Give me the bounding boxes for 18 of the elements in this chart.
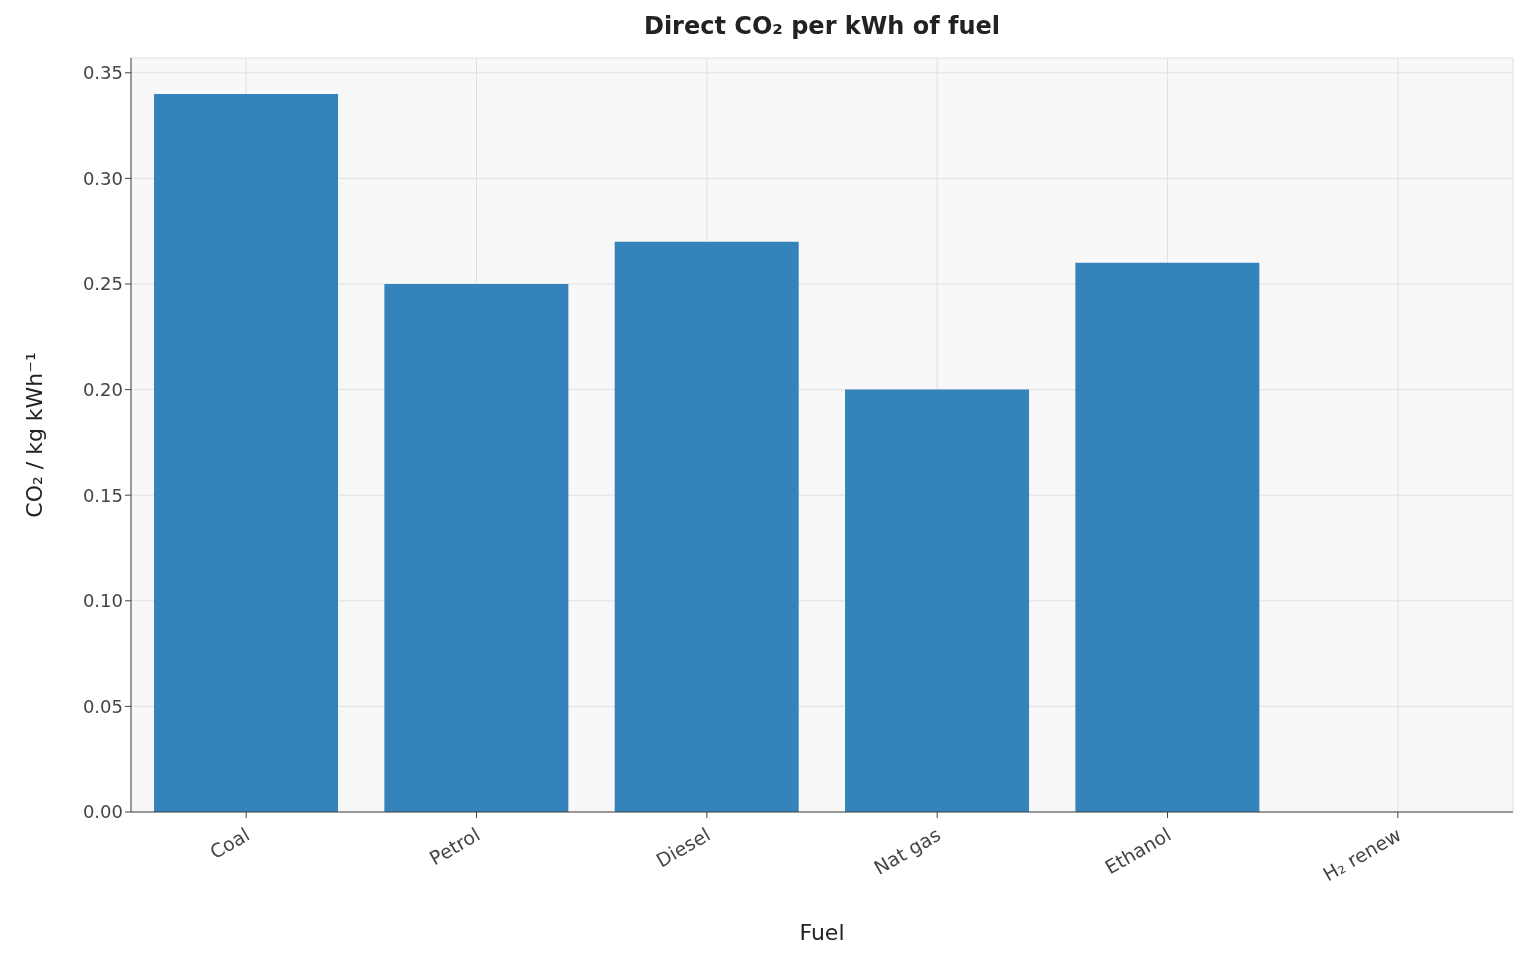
y-tick-label: 0.15 [82,484,123,506]
y-tick-label: 0.30 [82,167,123,189]
chart-title: Direct CO₂ per kWh of fuel [642,12,1001,40]
y-tick-label: 0.20 [82,378,123,400]
x-tick-label: Coal [205,823,254,864]
bar [384,283,569,812]
bar [1075,262,1260,812]
y-tick-label: 0.25 [82,273,123,295]
y-axis-title: CO₂ / kg kWh⁻¹ [21,352,47,518]
x-tick-label: Nat gas [869,823,945,879]
y-tick-label: 0.35 [82,62,123,84]
x-axis-title: Fuel [798,920,846,945]
y-tick-label: 0.10 [82,590,123,612]
bar [614,241,799,812]
bar [845,389,1030,812]
y-tick-label: 0.00 [82,801,123,823]
y-tick-label: 0.05 [82,695,123,717]
bar [154,93,339,812]
